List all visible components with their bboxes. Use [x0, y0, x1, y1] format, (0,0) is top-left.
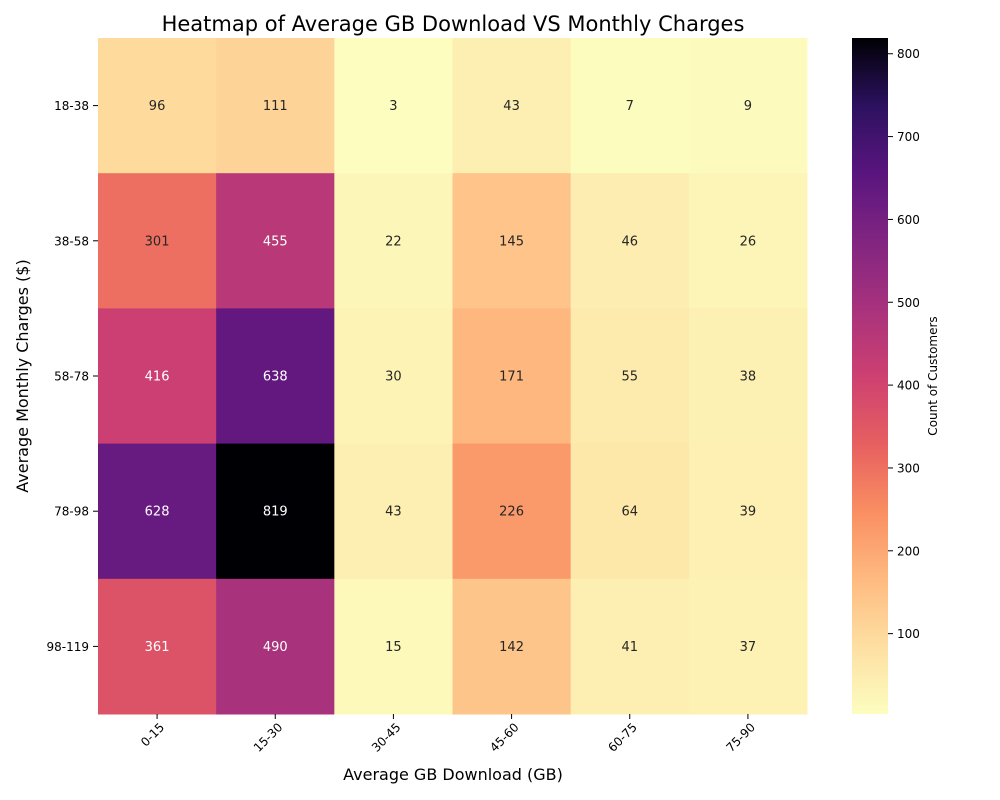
cell-value-label: 55 [621, 370, 638, 385]
heatmap-cell [216, 308, 335, 445]
x-axis: 0-15 15-30 30-45 45-60 60-75 75-90 [138, 714, 758, 755]
cell-value-label: 3 [389, 99, 397, 114]
cell-value-label: 628 [145, 505, 170, 520]
heatmap-cell [216, 173, 335, 309]
cell-value-label: 7 [626, 99, 634, 114]
cell-value-label: 361 [145, 640, 170, 655]
heatmap-cells [98, 38, 808, 715]
chart-title: Heatmap of Average GB Download VS Monthl… [162, 12, 745, 36]
x-axis-label: Average GB Download (GB) [343, 765, 563, 784]
cell-value-label: 15 [385, 640, 402, 655]
heatmap-cell [570, 308, 690, 445]
heatmap-cell [98, 38, 217, 174]
cell-value-label: 171 [499, 370, 524, 385]
y-tick-label: 38-58 [54, 234, 89, 248]
y-tick-label: 78-98 [54, 505, 89, 519]
heatmap-cell [452, 308, 572, 445]
colorbar-tick-label: 700 [897, 130, 920, 144]
heatmap-cell [334, 578, 453, 715]
y-axis-label: Average Monthly Charges ($) [13, 259, 32, 492]
heatmap-cell [570, 578, 690, 715]
heatmap-cell [570, 38, 690, 174]
x-tick-label: 60-75 [605, 720, 640, 755]
cell-value-label: 638 [263, 370, 288, 385]
heatmap-cell [452, 173, 572, 309]
y-axis: 18-38 38-58 58-78 78-98 98-119 [46, 99, 98, 654]
heatmap-cell [570, 443, 690, 580]
colorbar-tick-label: 600 [897, 213, 920, 227]
cell-value-label: 96 [149, 99, 166, 114]
heatmap-cell [334, 308, 453, 445]
cell-value-label: 30 [385, 370, 402, 385]
heatmap-cell [98, 308, 217, 445]
cell-value-labels: 96 111 3 43 7 9 301 455 22 145 46 26 416 638 30 171 55 38… [145, 99, 757, 655]
x-tick-label: 30-45 [369, 720, 404, 755]
cell-value-label: 145 [499, 234, 524, 249]
colorbar-tick-label: 800 [897, 47, 920, 61]
y-tick-label: 98-119 [46, 640, 89, 654]
cell-value-label: 111 [263, 99, 288, 114]
cell-value-label: 26 [740, 234, 757, 249]
x-tick-label: 75-90 [723, 720, 758, 755]
heatmap-cell [98, 443, 217, 580]
cell-value-label: 37 [740, 640, 757, 655]
heatmap-cell [98, 173, 217, 309]
heatmap-cell [570, 173, 690, 309]
heatmap-cell [334, 443, 453, 580]
heatmap-cell [334, 38, 453, 174]
heatmap-cell [688, 308, 808, 445]
cell-value-label: 226 [499, 505, 524, 520]
heatmap-cell [98, 578, 217, 715]
heatmap-cell [334, 173, 453, 309]
x-tick-label: 45-60 [487, 720, 522, 755]
cell-value-label: 142 [499, 640, 524, 655]
cell-value-label: 64 [621, 505, 638, 520]
heatmap-cell [688, 443, 808, 580]
heatmap-cell [216, 443, 335, 580]
heatmap-cell [216, 38, 335, 174]
colorbar-tick-label: 300 [897, 461, 920, 475]
cell-value-label: 38 [740, 370, 757, 385]
colorbar-tick-label: 400 [897, 379, 920, 393]
cell-value-label: 22 [385, 234, 402, 249]
cell-value-label: 490 [263, 640, 288, 655]
cell-value-label: 416 [145, 370, 170, 385]
colorbar [852, 38, 888, 714]
cell-value-label: 301 [145, 234, 170, 249]
heatmap-cell [452, 443, 572, 580]
colorbar-label: Count of Customers [926, 316, 940, 435]
y-tick-label: 18-38 [54, 99, 89, 113]
cell-value-label: 9 [744, 99, 752, 114]
cell-value-label: 39 [740, 505, 757, 520]
x-tick-label: 0-15 [138, 720, 167, 749]
heatmap-cell [452, 38, 572, 174]
colorbar-tick-label: 100 [897, 627, 920, 641]
cell-value-label: 41 [621, 640, 638, 655]
cell-value-label: 455 [263, 234, 288, 249]
heatmap-cell [688, 173, 808, 309]
cell-value-label: 43 [503, 99, 520, 114]
colorbar-tick-label: 200 [897, 544, 920, 558]
colorbar-ticks: 100 200 300 400 500 600 700 800 [888, 47, 920, 641]
heatmap-cell [452, 578, 572, 715]
cell-value-label: 819 [263, 505, 288, 520]
y-tick-label: 58-78 [54, 370, 89, 384]
cell-value-label: 46 [621, 234, 638, 249]
heatmap-cell [688, 578, 808, 715]
x-tick-label: 15-30 [251, 720, 286, 755]
heatmap-cell [216, 578, 335, 715]
heatmap-cell [688, 38, 808, 174]
cell-value-label: 43 [385, 505, 402, 520]
colorbar-tick-label: 500 [897, 296, 920, 310]
